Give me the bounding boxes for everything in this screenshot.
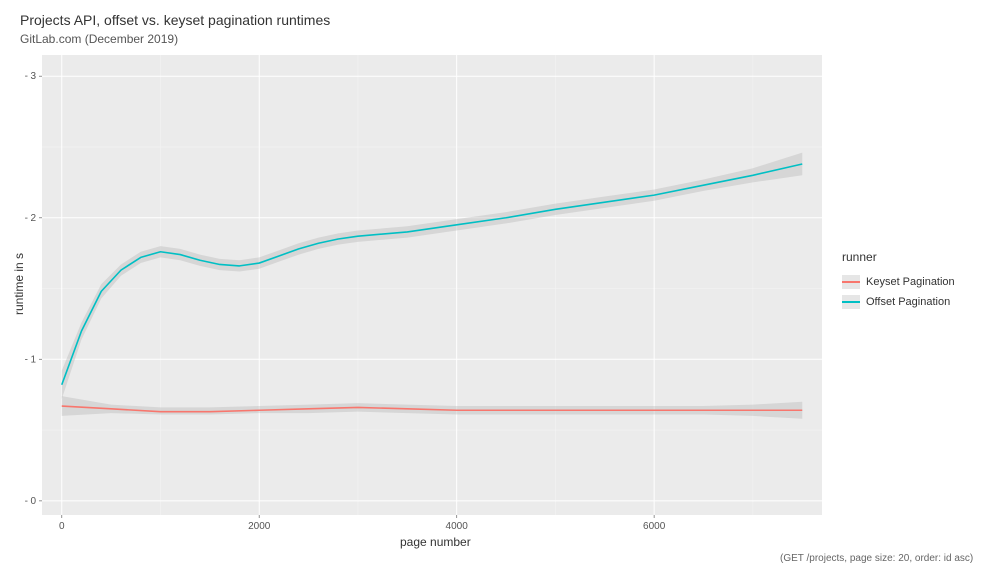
chart-title: Projects API, offset vs. keyset paginati…	[20, 12, 330, 28]
legend-title: runner	[842, 250, 955, 264]
legend: runner Keyset Pagination Offset Paginatio…	[842, 250, 955, 312]
legend-item: Keyset Pagination	[842, 272, 955, 292]
chart-container: Projects API, offset vs. keyset paginati…	[0, 0, 1000, 575]
svg-text:-: -	[25, 71, 28, 82]
svg-text:1: 1	[30, 354, 36, 365]
svg-text:-: -	[25, 354, 28, 365]
y-axis-label: runtime in s	[12, 253, 26, 315]
plot-background	[42, 55, 822, 515]
legend-label: Offset Pagination	[866, 296, 950, 308]
chart-caption: (GET /projects, page size: 20, order: id…	[780, 553, 973, 564]
x-axis-label: page number	[400, 535, 471, 549]
chart-subtitle: GitLab.com (December 2019)	[20, 32, 178, 46]
legend-swatch	[842, 295, 860, 309]
svg-text:-: -	[25, 213, 28, 224]
svg-text:-: -	[25, 496, 28, 507]
svg-text:6000: 6000	[643, 521, 666, 532]
svg-text:0: 0	[30, 496, 36, 507]
legend-item: Offset Pagination	[842, 292, 955, 312]
svg-text:4000: 4000	[446, 521, 469, 532]
svg-text:2: 2	[30, 213, 36, 224]
svg-text:3: 3	[30, 71, 36, 82]
legend-swatch	[842, 275, 860, 289]
svg-text:2000: 2000	[248, 521, 271, 532]
svg-text:0: 0	[59, 521, 65, 532]
plot-area: 0-1-2-3-0200040006000	[42, 55, 822, 515]
legend-label: Keyset Pagination	[866, 276, 955, 288]
